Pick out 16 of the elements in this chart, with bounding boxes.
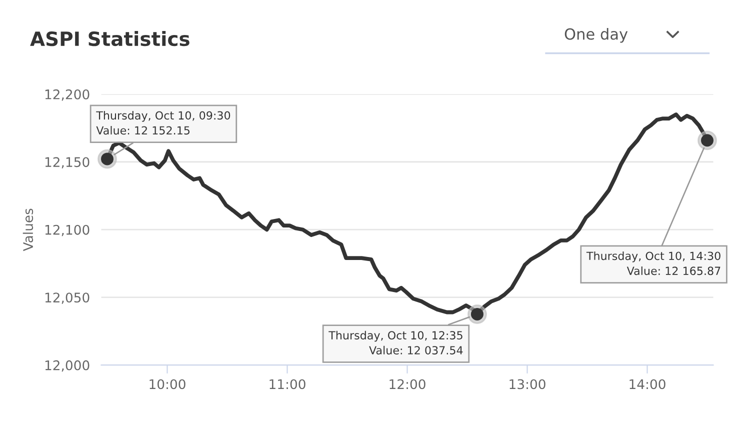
y-tick-label: 12,200 xyxy=(45,89,90,101)
chart-title: ASPI Statistics xyxy=(30,31,190,46)
x-tick-label: 10:00 xyxy=(150,379,186,390)
x-tick-label: 13:00 xyxy=(510,379,546,390)
y-tick-label: 12,150 xyxy=(45,157,90,168)
y-axis-title: Values xyxy=(22,208,34,252)
annotation: Thursday, Oct 10, 12:35 Value: 12 037.54 xyxy=(328,330,463,354)
x-tick-label: 14:00 xyxy=(630,379,666,390)
y-tick-label: 12,050 xyxy=(45,292,90,304)
annotation: Thursday, Oct 10, 14:30 Value: 12 165.87 xyxy=(586,251,720,276)
x-tick-label: 11:00 xyxy=(270,379,306,390)
x-tick-label: 12:00 xyxy=(390,379,426,390)
y-tick-label: 12,100 xyxy=(45,224,90,236)
text: One day xyxy=(564,28,628,43)
y-tick-label: 12,000 xyxy=(45,360,90,372)
annotation: Thursday, Oct 10, 09:30 Value: 12 152.15 xyxy=(96,111,230,135)
